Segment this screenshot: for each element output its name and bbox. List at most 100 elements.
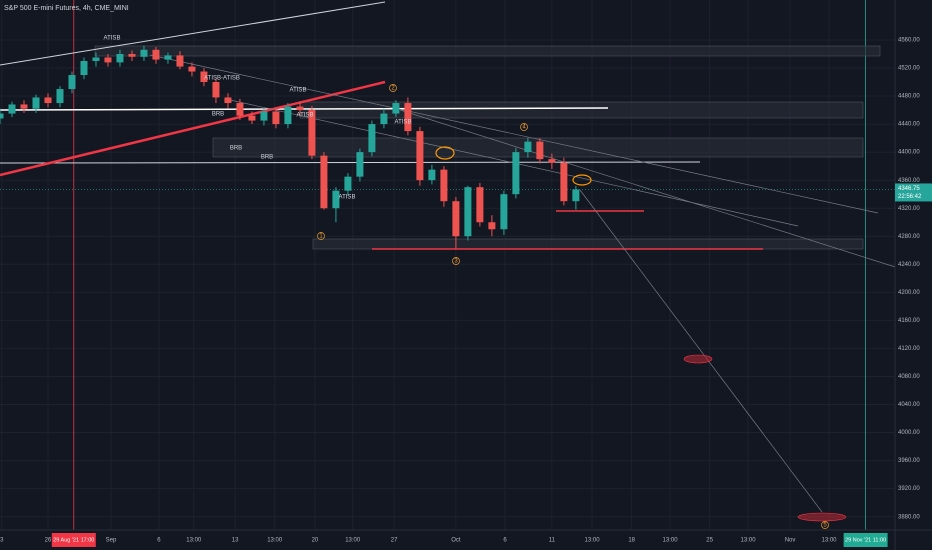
y-tick-label: 4080.00 bbox=[898, 374, 920, 380]
candle-body bbox=[356, 152, 364, 177]
candle-body bbox=[68, 75, 76, 90]
x-tick-label: 13:00 bbox=[822, 538, 838, 544]
candle-body bbox=[116, 53, 124, 63]
candle-body bbox=[248, 115, 256, 121]
x-tick-label: 11 bbox=[549, 538, 556, 544]
candle-body bbox=[32, 97, 40, 109]
candle-body bbox=[152, 49, 160, 60]
candle-body bbox=[416, 131, 424, 181]
y-tick-label: 4520.00 bbox=[898, 66, 920, 72]
candle-body bbox=[224, 97, 232, 104]
trend-line bbox=[399, 109, 931, 279]
chart-title: S&P 500 E-mini Futures, 4h, CME_MINI bbox=[4, 5, 129, 12]
marker-label: 29 Nov '21 11:00 bbox=[845, 537, 886, 543]
y-tick-label: 4560.00 bbox=[898, 38, 920, 44]
countdown-label: 22:56:42 bbox=[898, 194, 922, 200]
candle-body bbox=[488, 222, 496, 230]
y-tick-label: 4240.00 bbox=[898, 262, 920, 268]
x-tick-label: Sep bbox=[106, 538, 117, 544]
trend-line bbox=[0, 107, 609, 111]
candle-body bbox=[308, 110, 316, 156]
y-tick-label: 4200.00 bbox=[898, 290, 920, 296]
marker-label: 29 Aug '21 17:00 bbox=[53, 537, 94, 543]
signal-label: ATISB bbox=[395, 120, 412, 126]
candle-body bbox=[164, 55, 172, 60]
x-tick-label: 20 bbox=[312, 538, 319, 544]
x-tick-label: 6 bbox=[157, 538, 161, 544]
marker-label-box bbox=[843, 533, 888, 547]
y-tick-label: 3960.00 bbox=[898, 458, 920, 464]
wave-circle bbox=[821, 521, 829, 529]
candle-body bbox=[0, 113, 4, 119]
candle-body bbox=[332, 190, 340, 209]
x-tick-label: 6 bbox=[503, 538, 507, 544]
candle-body bbox=[92, 57, 100, 61]
y-tick-label: 4320.00 bbox=[898, 206, 920, 212]
candle-body bbox=[392, 103, 400, 114]
x-tick-label: 13:00 bbox=[585, 538, 601, 544]
annotations: ATISB ATISB-ATISB BRB BRB BRB ATISB ATISB ATISB… bbox=[104, 36, 829, 529]
candle-body bbox=[536, 141, 544, 160]
target-ellipse bbox=[683, 354, 713, 364]
signal-label: ATISB bbox=[290, 88, 307, 94]
y-tick-label: 3880.00 bbox=[898, 514, 920, 520]
candle-body bbox=[56, 89, 64, 104]
wave-label: 4 bbox=[522, 125, 526, 131]
signal-label: ATISB bbox=[339, 195, 356, 201]
y-tick-label: 4400.00 bbox=[898, 150, 920, 156]
candle-body bbox=[212, 82, 220, 98]
x-tick-label: 13:00 bbox=[663, 538, 679, 544]
candle-body bbox=[404, 103, 412, 132]
current-price-label: 4346.75 bbox=[898, 186, 920, 192]
y-tick-label: 4160.00 bbox=[898, 318, 920, 324]
signal-label: BRB bbox=[261, 155, 273, 161]
x-tick-label: Oct bbox=[451, 538, 461, 544]
candle-body bbox=[272, 111, 280, 125]
x-tick-label: 13:00 bbox=[345, 538, 361, 544]
y-tick-label: 4360.00 bbox=[898, 178, 920, 184]
trend-line bbox=[0, 161, 701, 164]
x-tick-label: 26 bbox=[45, 538, 52, 544]
x-tick-label: 13:00 bbox=[267, 538, 283, 544]
candle-body bbox=[572, 189, 580, 202]
candle-body bbox=[344, 176, 352, 191]
candle-body bbox=[260, 111, 268, 121]
signal-label: BRB bbox=[230, 146, 242, 152]
y-tick-label: 4120.00 bbox=[898, 346, 920, 352]
candle-body bbox=[440, 169, 448, 202]
circle-mark bbox=[572, 174, 592, 186]
candle-body bbox=[296, 106, 304, 111]
candle-body bbox=[284, 106, 292, 125]
candles bbox=[0, 45, 580, 249]
wave-circle bbox=[452, 257, 460, 265]
x-tick-label: 27 bbox=[391, 538, 398, 544]
y-tick-label: 4440.00 bbox=[898, 122, 920, 128]
grid bbox=[0, 0, 895, 530]
zone bbox=[312, 238, 864, 250]
circle-mark bbox=[435, 146, 455, 160]
signal-label: ATISB bbox=[297, 113, 314, 119]
candle-body bbox=[512, 152, 520, 195]
current-price-box bbox=[895, 183, 932, 202]
candle-body bbox=[500, 194, 508, 230]
x-tick-label: Nov bbox=[785, 538, 796, 544]
wave-label: 1 bbox=[319, 234, 323, 240]
candle-body bbox=[452, 201, 460, 237]
candle-body bbox=[176, 55, 184, 67]
signal-label: BRB bbox=[212, 112, 224, 118]
candle-body bbox=[104, 57, 112, 63]
candle-body bbox=[200, 71, 208, 83]
y-tick-label: 3920.00 bbox=[898, 486, 920, 492]
time-axis bbox=[0, 530, 932, 550]
candle-body bbox=[548, 159, 556, 163]
wave-label: 5 bbox=[823, 523, 827, 529]
trend-line bbox=[579, 189, 823, 513]
x-tick-label: 13 bbox=[232, 538, 239, 544]
x-tick-label: 13:00 bbox=[741, 538, 757, 544]
candle-body bbox=[320, 155, 328, 209]
zone bbox=[94, 45, 881, 57]
candle-body bbox=[464, 187, 472, 237]
trend-line bbox=[149, 54, 879, 214]
